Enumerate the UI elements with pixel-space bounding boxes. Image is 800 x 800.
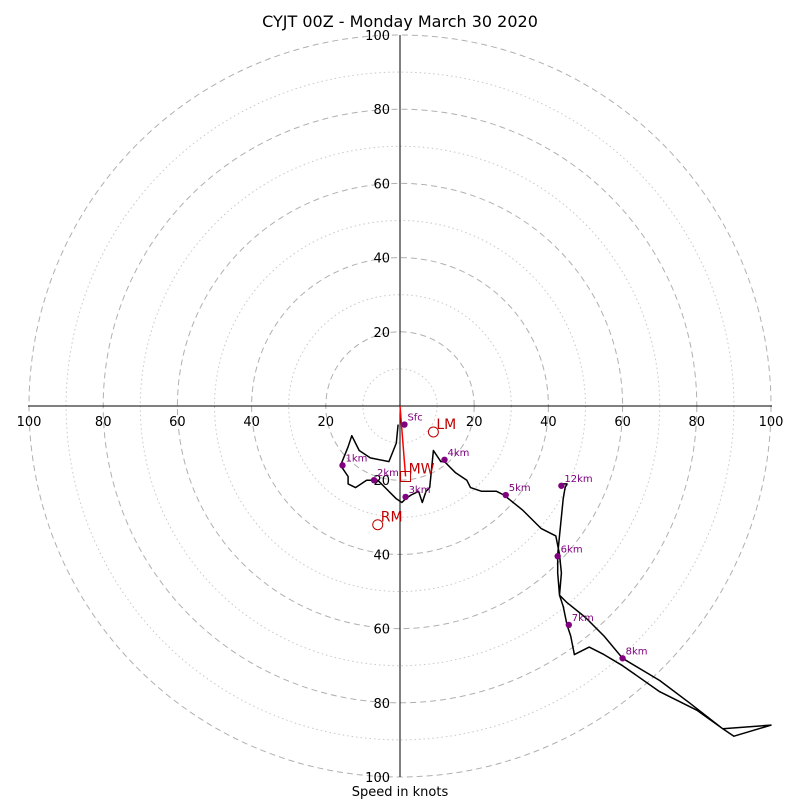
x-tick-label: 80 [95,415,112,430]
height-marker-6km [554,553,561,560]
height-label-2km: 2km [377,468,399,479]
height-marker-3km [402,493,409,501]
height-label-12km: 12km [564,474,592,485]
y-tick-label: 40 [373,548,390,563]
y-tick-label: 100 [365,29,390,44]
x-tick-label: 100 [17,415,42,430]
y-tick-label: 20 [373,474,390,489]
height-label-6km: 6km [561,544,583,555]
x-tick-label: 40 [243,415,260,430]
y-tick-label: 60 [373,623,390,638]
hodograph-series: Sfc 1km 2km 3km 4km 5km 6km 7km 8km 12km LM MW RM [339,405,772,737]
height-label-5km: 5km [509,483,531,494]
motion-label-rm: RM [381,510,403,526]
motion-marker-mw [400,470,412,482]
x-tick-label: 100 [759,415,784,430]
height-marker-1km [339,462,346,469]
y-tick-label: 40 [373,252,390,267]
height-marker-12km [558,482,565,489]
x-tick-label: 20 [466,415,483,430]
motion-label-mw: MW [409,461,435,477]
height-marker-2km [370,477,378,484]
height-label-7km: 7km [572,613,594,624]
height-label-sfc: Sfc [407,413,422,424]
x-tick-label: 20 [318,415,335,430]
height-label-3km: 3km [409,485,431,496]
height-marker-8km [619,655,626,662]
height-label-8km: 8km [626,646,648,657]
chart-title: CYJT 00Z - Monday March 30 2020 [262,12,538,31]
height-marker-7km [565,621,573,629]
height-marker-sfc [401,421,408,428]
height-label-1km: 1km [345,453,367,464]
height-marker-4km [441,456,448,463]
y-tick-label: 80 [373,103,390,118]
y-tick-label: 20 [373,326,390,341]
tick-labels: 20 20 20 20 40 40 40 40 60 60 60 60 80 80 80 80 100 100 10… [17,29,784,786]
y-tick-label: 100 [365,771,390,786]
x-tick-label: 60 [614,415,631,430]
shear-vector [399,405,407,477]
x-tick-label: 60 [169,415,186,430]
y-tick-label: 80 [373,697,390,712]
x-tick-label: 80 [689,415,706,430]
x-tick-label: 40 [540,415,557,430]
height-label-4km: 4km [448,448,470,459]
motion-label-lm: LM [436,417,456,433]
motion-marker-lm [427,426,439,438]
motion-marker-rm [372,519,384,531]
height-marker-5km [502,491,509,499]
y-tick-label: 60 [373,177,390,192]
x-axis-label: Speed in knots [352,785,449,800]
